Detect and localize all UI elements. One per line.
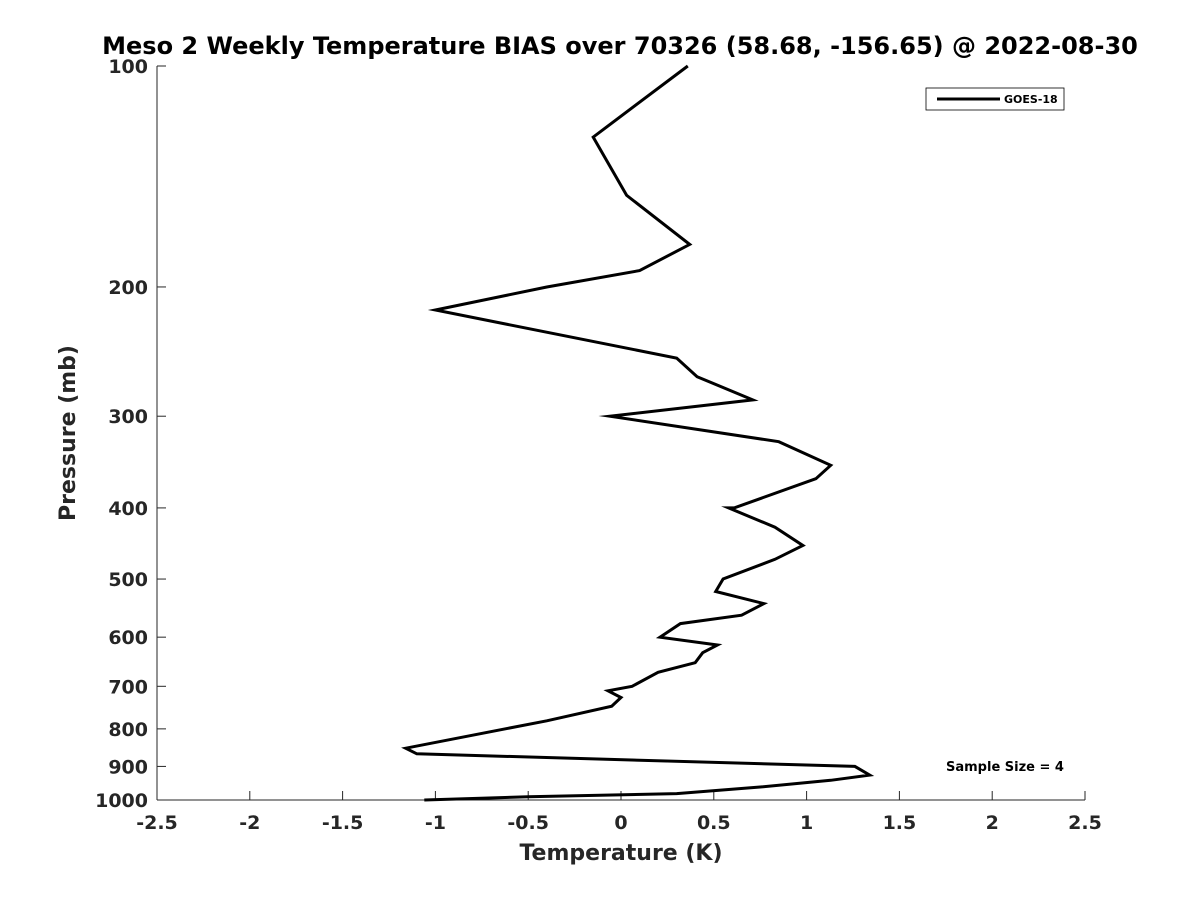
x-tick-1-5-label: 1.5: [883, 812, 917, 834]
y-axis-label: Pressure (mb): [56, 345, 81, 521]
y-tick-500-label: 500: [108, 569, 148, 591]
series-layer: [401, 64, 875, 802]
y-tick-100-label: 100: [108, 56, 148, 78]
sample-size-annotation: Sample Size = 4: [946, 760, 1064, 775]
legend-label-goes-18: GOES-18: [1004, 93, 1058, 106]
y-tick-900-label: 900: [108, 756, 148, 778]
y-tick-700-label: 700: [108, 676, 148, 698]
y-tick-200-label: 200: [108, 277, 148, 299]
x-tick-0-5-label: -0.5: [507, 812, 549, 834]
y-tick-600-label: 600: [108, 627, 148, 649]
x-tick-0-label: 0: [614, 812, 627, 834]
x-tick-1-label: 1: [800, 812, 813, 834]
x-axis-ticks: -2.5 -2 -1.5 -1 -0.5 0 0.5 1 1.5 2 2.5: [136, 791, 1102, 834]
y-tick-800-label: 800: [108, 719, 148, 741]
x-tick-2-label: -2: [239, 812, 260, 834]
y-axis-ticks: 100 200 300 400 500 600 700 800 900 1000: [95, 56, 166, 812]
y-tick-1000-label: 1000: [95, 790, 148, 812]
x-tick-2-5-label: 2.5: [1068, 812, 1102, 834]
x-tick-2-5-label: -2.5: [136, 812, 178, 834]
chart-title: Meso 2 Weekly Temperature BIAS over 7032…: [102, 32, 1138, 60]
y-tick-400-label: 400: [108, 498, 148, 520]
series-line-goes-18: [401, 64, 875, 802]
legend: GOES-18: [925, 87, 1065, 111]
x-tick-0-5-label: 0.5: [697, 812, 731, 834]
y-tick-300-label: 300: [108, 406, 148, 428]
x-tick-1-5-label: -1.5: [322, 812, 364, 834]
x-axis-label: Temperature (K): [519, 841, 722, 866]
x-tick-1-label: -1: [425, 812, 446, 834]
x-tick-2-label: 2: [986, 812, 999, 834]
